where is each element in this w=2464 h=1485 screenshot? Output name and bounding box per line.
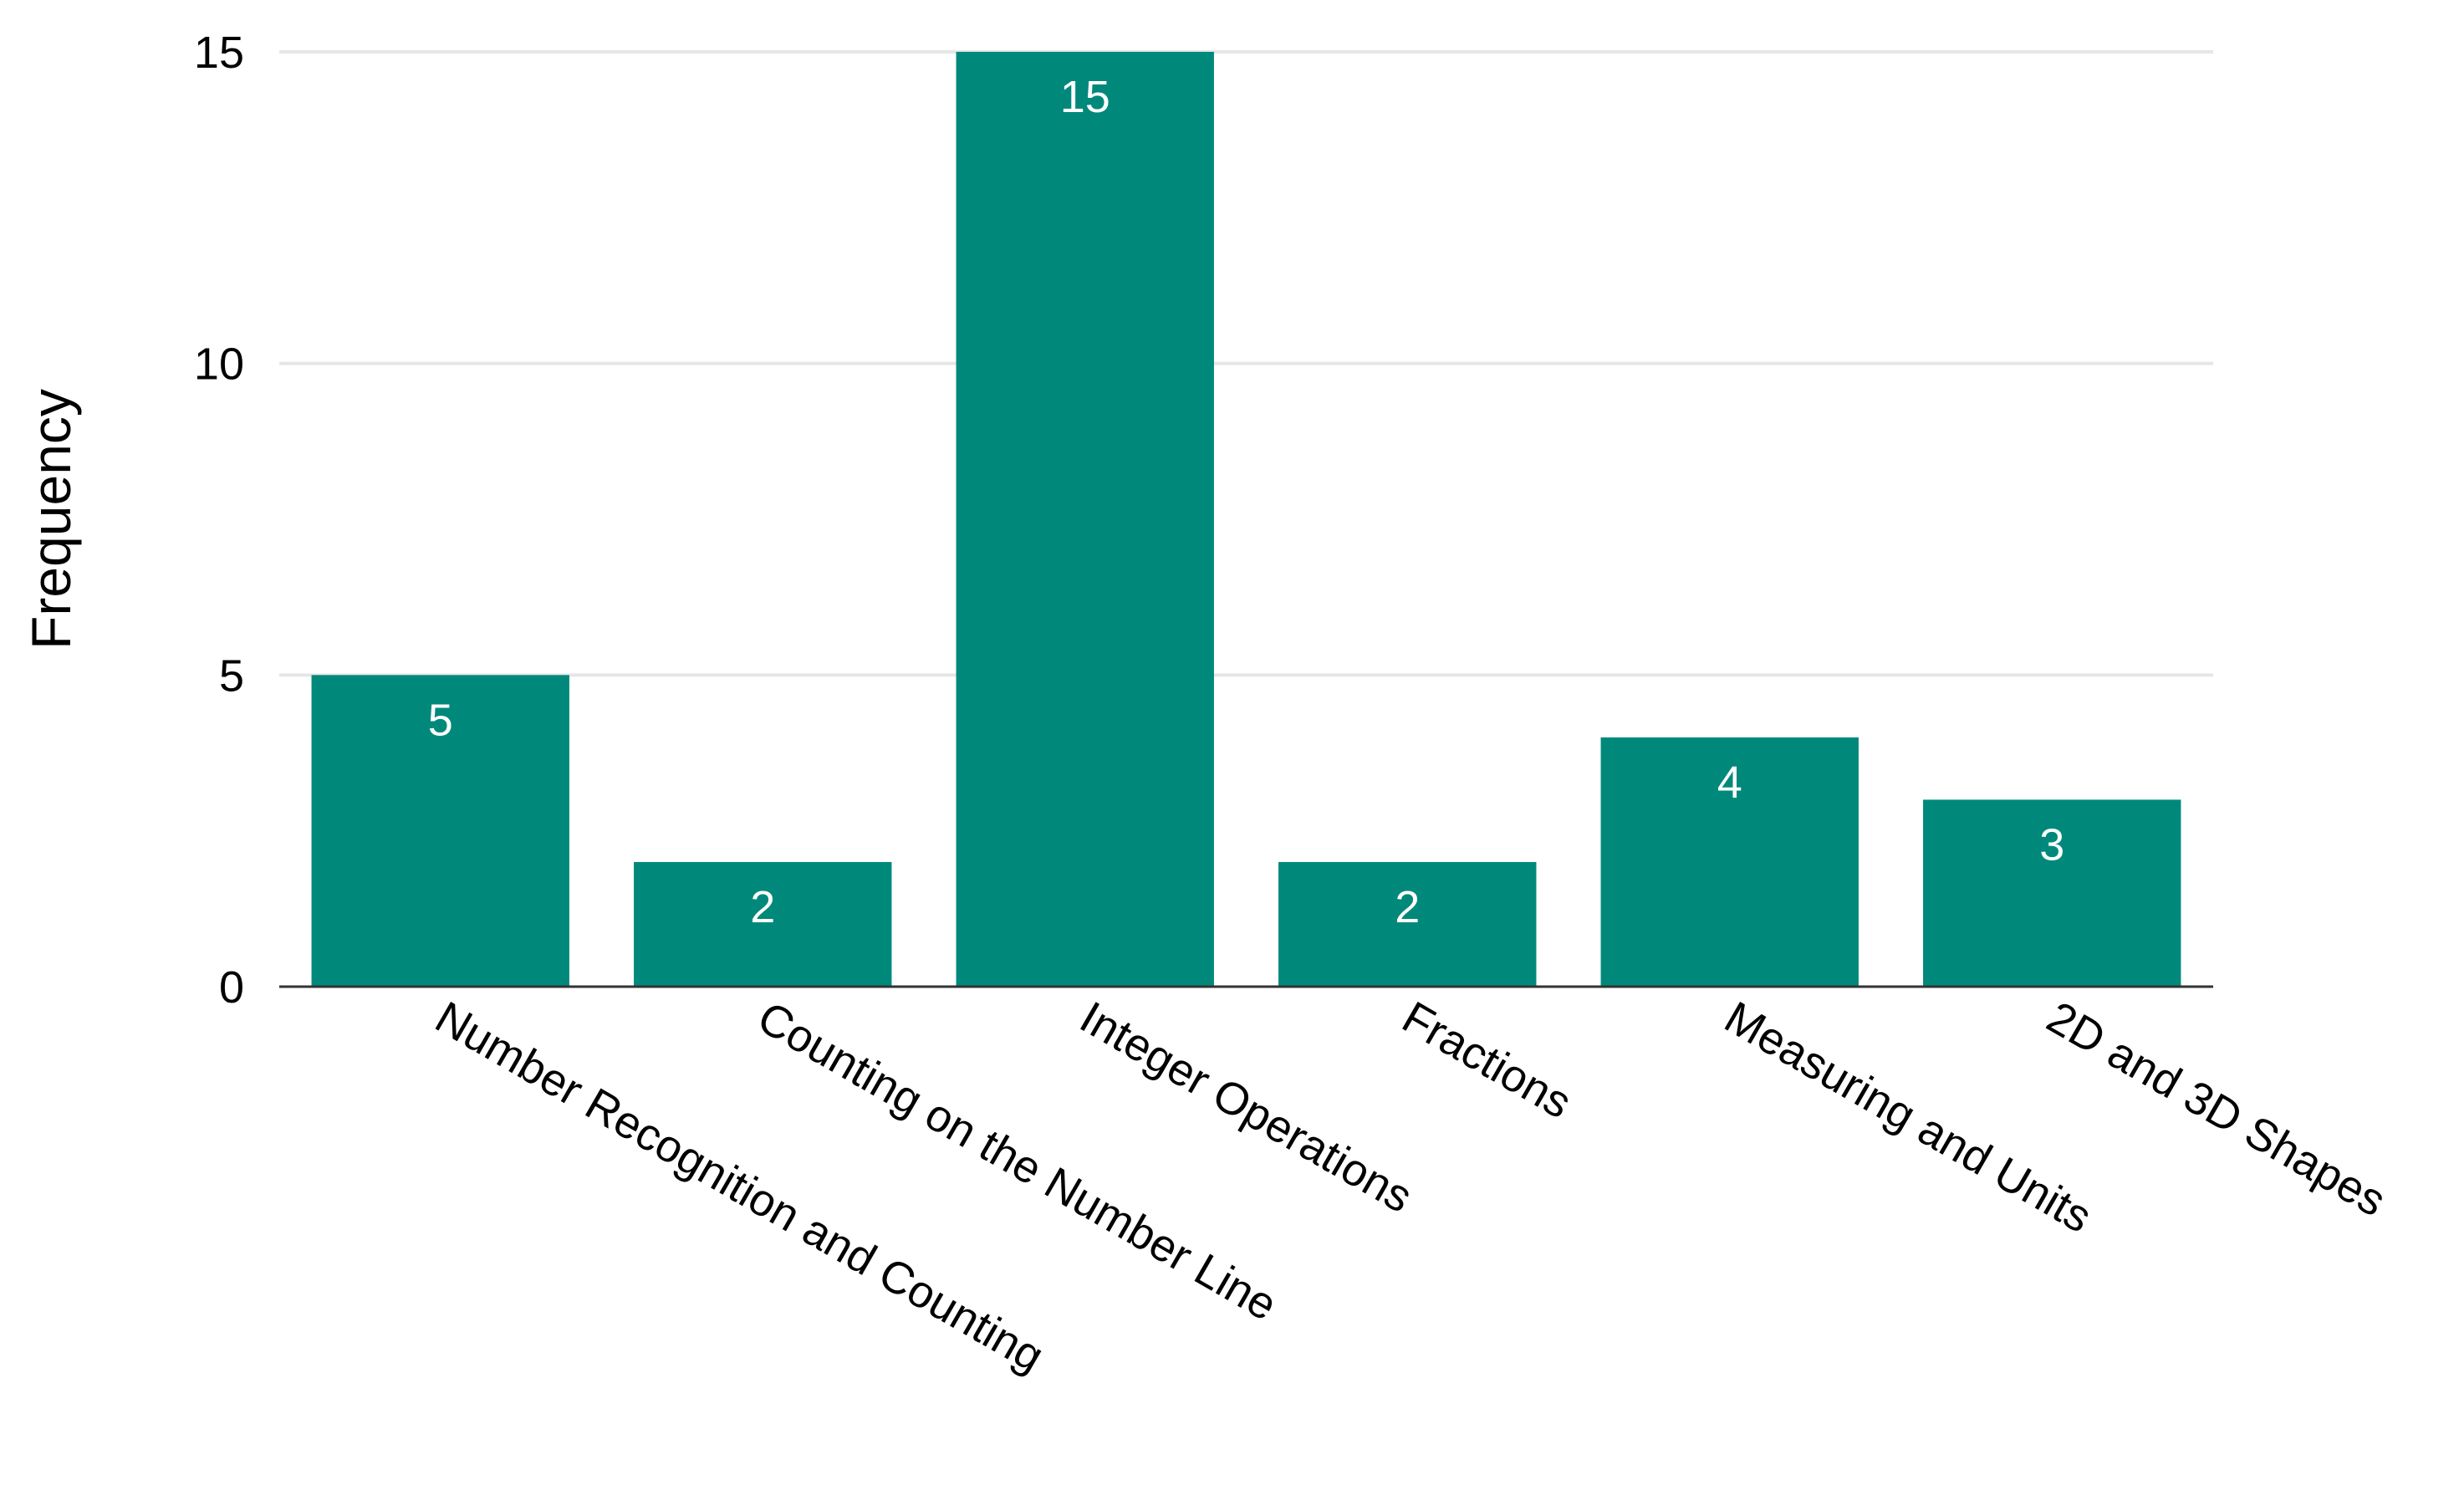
data-label: 15 <box>1060 72 1110 122</box>
y-tick-label: 5 <box>219 651 244 701</box>
data-label: 4 <box>1717 758 1742 808</box>
data-label: 2 <box>750 882 775 932</box>
x-tick-label: Counting on the Number Line <box>749 992 1285 1330</box>
y-tick-labels: 0 5 10 15 <box>194 28 244 1013</box>
y-tick-label: 15 <box>194 28 244 78</box>
bar <box>1923 799 2181 987</box>
bars <box>311 52 2181 987</box>
bar <box>1278 861 1537 987</box>
x-tick-label: Fractions <box>1394 992 1579 1128</box>
gridlines <box>279 50 2213 677</box>
x-tick-label: 2D and 3D Shapes <box>2038 992 2394 1226</box>
data-labels: 5 2 15 2 4 3 <box>428 72 2065 932</box>
bar <box>1600 737 1859 987</box>
y-tick-label: 10 <box>194 339 244 390</box>
data-label: 2 <box>1395 882 1420 932</box>
x-tick-label: Integer Operations <box>1072 992 1421 1222</box>
y-axis-label: Frequency <box>20 389 82 650</box>
y-tick-label: 0 <box>219 962 244 1013</box>
bar <box>634 861 892 987</box>
x-tick-labels: Number Recognition and CountingCounting … <box>427 992 2395 1381</box>
bar <box>956 52 1214 987</box>
bar <box>311 675 569 987</box>
data-label: 3 <box>2039 819 2064 870</box>
x-tick-label: Number Recognition and Counting <box>427 992 1053 1381</box>
data-label: 5 <box>428 695 453 745</box>
